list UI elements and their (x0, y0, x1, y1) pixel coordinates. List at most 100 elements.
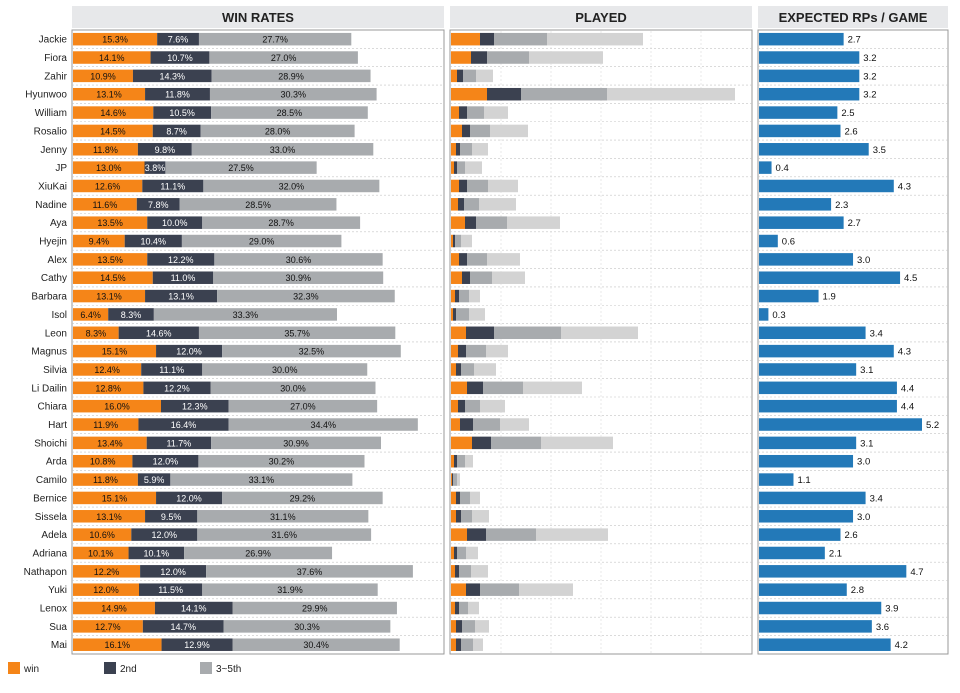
win-bar-2nd-lenox (154, 601, 233, 615)
legend-label-win: win (23, 664, 39, 675)
win-label-2nd-nadine: 7.8% (148, 200, 169, 210)
win-label-win-li-dailin: 12.8% (95, 383, 121, 393)
win-label-2nd-leon: 14.6% (146, 328, 172, 338)
played-bar-3-5th-adela (486, 528, 536, 541)
played-bar-rest-li-dailin (523, 381, 582, 395)
legend-swatch-win (8, 662, 20, 674)
category-label-isol: Isol (51, 310, 67, 321)
win-bar-win-sissela (73, 510, 146, 523)
rp-label-silvia: 3.1 (860, 365, 873, 376)
played-bar-rest-mai (473, 638, 483, 651)
win-bar-win-rosalio (73, 124, 153, 138)
win-label-2nd-lenox: 14.1% (181, 604, 207, 614)
rp-bar-isol (759, 308, 769, 321)
win-bar-2nd-aya (147, 216, 203, 229)
played-bar-rest-jackie (547, 32, 643, 46)
rp-label-camilo: 1.1 (797, 475, 810, 486)
win-label-3-5th-yuki: 31.9% (277, 585, 303, 595)
played-header-bg (450, 6, 752, 28)
win-bar-win-shoichi (73, 436, 147, 450)
played-bar-2nd-alex (459, 253, 467, 266)
played-bar-2nd-barbara (455, 289, 459, 303)
win-bar-3-5th-camilo (170, 473, 353, 486)
rp-label-rosalio: 2.6 (845, 126, 858, 137)
played-bar-3-5th-fiora (487, 51, 529, 64)
legend-label-3-5th: 3~5th (216, 664, 241, 675)
win-bar-3-5th-jackie (198, 32, 352, 46)
rp-label-hyunwoo: 3.2 (863, 90, 876, 101)
win-label-win-hyejin: 9.4% (89, 237, 110, 247)
win-label-3-5th-aya: 28.7% (268, 218, 294, 228)
win-label-3-5th-mai: 30.4% (303, 640, 329, 650)
played-bar-rest-magnus (486, 344, 508, 358)
category-label-bernice: Bernice (33, 493, 67, 504)
category-label-adela: Adela (41, 530, 67, 541)
win-bar-win-nadine (73, 198, 137, 211)
played-bar-rest-cathy (492, 271, 525, 284)
played-bar-win-hart (451, 418, 460, 431)
win-label-2nd-camilo: 5.9% (144, 475, 165, 485)
category-label-chiara: Chiara (38, 402, 68, 413)
win-label-3-5th-nathapon: 37.6% (297, 567, 323, 577)
row-separators (72, 48, 948, 636)
win-label-win-xiukai: 12.6% (95, 181, 121, 191)
rp-bar-cathy (759, 271, 901, 284)
win-bar-3-5th-jenny (191, 143, 374, 156)
rp-label-shoichi: 3.1 (860, 438, 873, 449)
rp-label-zahir: 3.2 (863, 71, 876, 82)
win-label-2nd-barbara: 13.1% (168, 292, 194, 302)
played-bar-win-sissela (451, 510, 456, 523)
win-bar-win-isol (73, 308, 109, 321)
win-label-2nd-jenny: 9.8% (155, 145, 176, 155)
category-label-jackie: Jackie (39, 35, 68, 46)
win-bar-2nd-jenny (137, 143, 192, 156)
category-labels: Jackie Fiora Zahir Hyunwoo William Rosalio Jen… (24, 35, 68, 652)
played-bar-3-5th-camilo (453, 473, 457, 486)
category-label-fiora: Fiora (44, 53, 67, 64)
played-bar-3-5th-hyunwoo (521, 87, 607, 101)
played-bar-2nd-arda (454, 454, 457, 468)
win-label-2nd-adela: 12.0% (152, 530, 178, 540)
played-bar-2nd-sua (456, 620, 462, 633)
win-bar-win-li-dailin (73, 381, 144, 395)
win-label-2nd-jp: 3.8% (145, 163, 166, 173)
category-label-camilo: Camilo (36, 475, 68, 486)
category-label-yuki: Yuki (48, 585, 67, 596)
win-label-3-5th-jenny: 33.0% (270, 145, 296, 155)
win-label-3-5th-nadine: 28.5% (245, 200, 271, 210)
win-bar-3-5th-zahir (211, 69, 371, 83)
expected-header-bg (758, 6, 948, 28)
win-bar-2nd-adela (131, 528, 198, 541)
played-bar-rest-rosalio (490, 124, 528, 138)
played-bar-3-5th-jenny (460, 143, 472, 156)
rp-label-hart: 5.2 (926, 420, 939, 431)
played-bar-3-5th-hyejin (455, 234, 461, 248)
win-bar-3-5th-nadine (179, 198, 337, 211)
played-bar-rest-william (484, 106, 508, 119)
played-bar-2nd-hyejin (453, 234, 455, 248)
category-label-magnus: Magnus (31, 347, 67, 358)
win-label-win-camilo: 11.8% (93, 475, 118, 485)
legend-swatch-3-5th (200, 662, 212, 674)
win-label-2nd-william: 10.5% (169, 108, 195, 118)
win-bar-win-hyejin (73, 234, 125, 248)
category-label-hart: Hart (48, 420, 67, 431)
played-bar-win-lenox (451, 601, 455, 615)
played-bar-rest-isol (469, 308, 485, 321)
win-label-win-jp: 13.0% (96, 163, 122, 173)
win-label-3-5th-silvia: 30.0% (272, 365, 298, 375)
win-label-3-5th-leon: 35.7% (284, 328, 310, 338)
played-bar-win-leon (451, 326, 466, 340)
played-bar-3-5th-mai (461, 638, 473, 651)
win-bar-win-jackie (73, 32, 158, 46)
win-bar-3-5th-nathapon (206, 565, 413, 578)
played-bar-rest-alex (487, 253, 520, 266)
win-bar-2nd-nathapon (140, 565, 207, 578)
win-label-2nd-rosalio: 8.7% (166, 126, 187, 136)
rp-bar-bernice (759, 491, 866, 505)
rp-bar-sua (759, 620, 872, 633)
played-bar-2nd-lenox (455, 601, 459, 615)
win-bar-win-aya (73, 216, 148, 229)
played-bar-win-william (451, 106, 459, 119)
rp-bar-hyunwoo (759, 87, 860, 101)
